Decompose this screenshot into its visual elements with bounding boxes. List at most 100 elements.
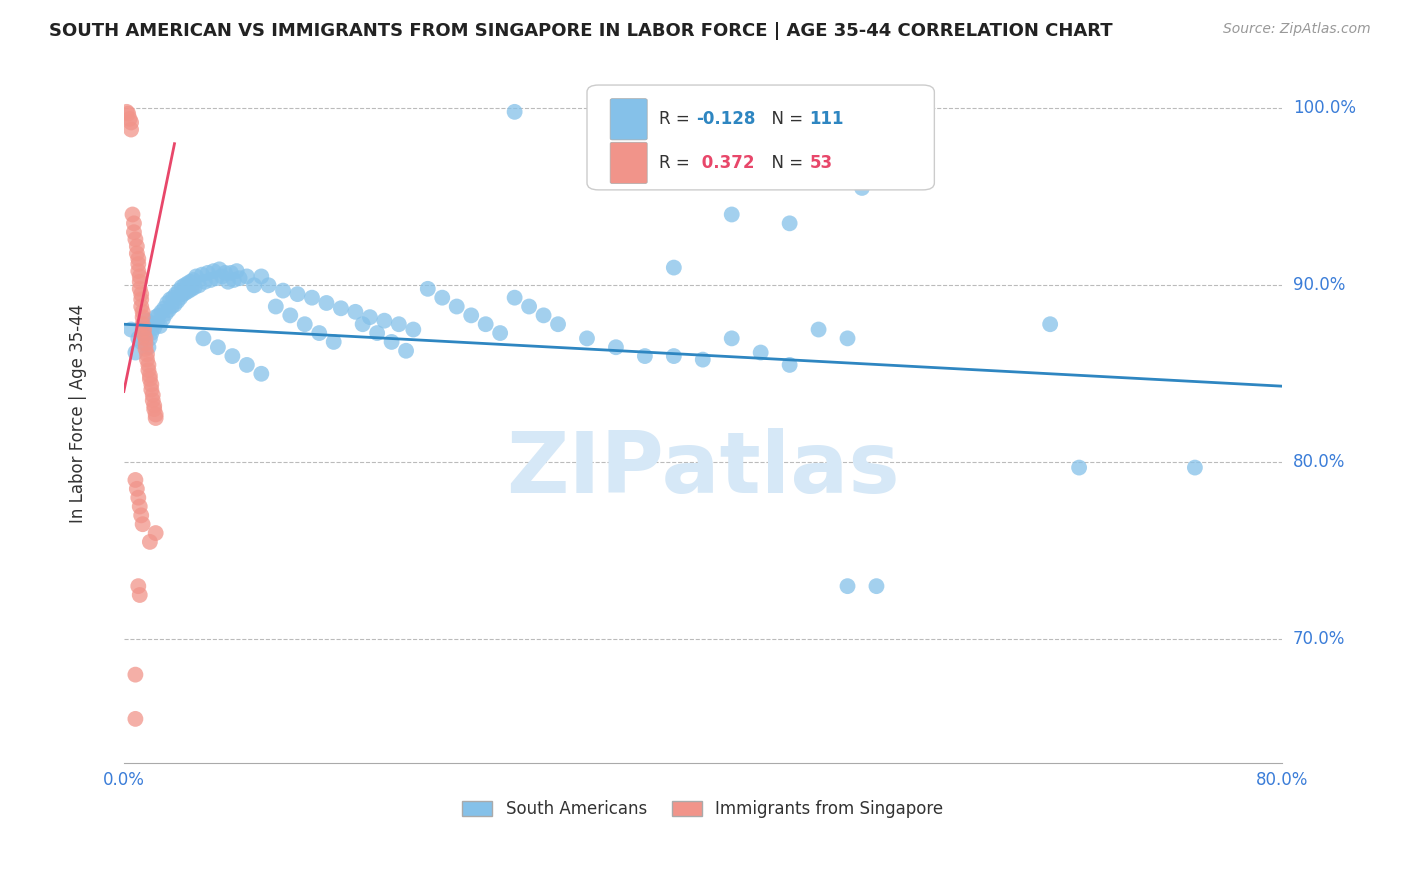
Point — [124, 667, 146, 681]
Point — [366, 326, 388, 340]
Point — [184, 280, 207, 294]
Point — [214, 266, 236, 280]
Point — [160, 300, 183, 314]
Point — [124, 232, 146, 246]
Point — [149, 318, 172, 333]
Point — [135, 331, 157, 345]
Point — [120, 115, 142, 129]
Point — [662, 260, 685, 275]
Point — [432, 291, 454, 305]
Point — [395, 343, 418, 358]
Point — [179, 275, 201, 289]
Text: -0.128: -0.128 — [696, 111, 755, 128]
Point — [142, 317, 165, 331]
Point — [131, 517, 153, 532]
Point — [152, 312, 174, 326]
Point — [1067, 460, 1090, 475]
Point — [145, 310, 167, 325]
Point — [138, 363, 160, 377]
Point — [127, 257, 149, 271]
Point — [186, 269, 208, 284]
Point — [634, 349, 657, 363]
Point — [807, 322, 830, 336]
Point — [243, 278, 266, 293]
FancyBboxPatch shape — [586, 85, 935, 190]
Point — [127, 331, 149, 345]
Text: R =: R = — [659, 154, 695, 172]
Point — [129, 508, 152, 523]
Point — [118, 112, 141, 126]
Point — [460, 309, 482, 323]
Point — [129, 287, 152, 301]
Point — [191, 268, 214, 282]
Point — [194, 275, 217, 289]
Point — [173, 278, 195, 293]
Point — [236, 269, 259, 284]
Text: N =: N = — [761, 111, 808, 128]
Point — [692, 352, 714, 367]
Text: 53: 53 — [810, 154, 832, 172]
Text: Source: ZipAtlas.com: Source: ZipAtlas.com — [1223, 22, 1371, 37]
Point — [139, 368, 162, 383]
Point — [329, 301, 352, 316]
Point — [127, 264, 149, 278]
Point — [221, 349, 243, 363]
Point — [138, 340, 160, 354]
Point — [287, 287, 309, 301]
Point — [131, 310, 153, 325]
Point — [503, 104, 526, 119]
Point — [250, 367, 273, 381]
Point — [177, 284, 200, 298]
Point — [202, 264, 225, 278]
Point — [165, 287, 187, 301]
Point — [837, 331, 859, 345]
Point — [153, 301, 176, 316]
Point — [308, 326, 330, 340]
Point — [170, 280, 193, 294]
Point — [388, 317, 411, 331]
Point — [402, 322, 425, 336]
Point — [128, 269, 150, 284]
Point — [141, 326, 163, 340]
Point — [591, 103, 613, 117]
Point — [128, 275, 150, 289]
Point — [236, 358, 259, 372]
Point — [188, 278, 211, 293]
Point — [575, 331, 598, 345]
Text: SOUTH AMERICAN VS IMMIGRANTS FROM SINGAPORE IN LABOR FORCE | AGE 35-44 CORRELATI: SOUTH AMERICAN VS IMMIGRANTS FROM SINGAP… — [49, 22, 1112, 40]
Point — [720, 331, 742, 345]
Point — [837, 579, 859, 593]
Text: 0.372: 0.372 — [696, 154, 755, 172]
Point — [124, 712, 146, 726]
Point — [605, 340, 627, 354]
Point — [155, 307, 177, 321]
Point — [142, 388, 165, 402]
Point — [129, 293, 152, 307]
Point — [174, 285, 197, 300]
Point — [197, 266, 219, 280]
Point — [217, 275, 239, 289]
Point — [127, 491, 149, 505]
Point — [136, 352, 159, 367]
Point — [124, 473, 146, 487]
Text: ZIPatlas: ZIPatlas — [506, 428, 900, 511]
Point — [225, 264, 247, 278]
Point — [250, 269, 273, 284]
Point — [146, 315, 169, 329]
Point — [207, 340, 229, 354]
Point — [129, 334, 152, 349]
Point — [122, 225, 145, 239]
Text: 111: 111 — [810, 111, 844, 128]
FancyBboxPatch shape — [610, 99, 647, 140]
Text: 100.0%: 100.0% — [1294, 99, 1355, 118]
Point — [122, 216, 145, 230]
Point — [662, 349, 685, 363]
Point — [315, 296, 337, 310]
Point — [257, 278, 280, 293]
Text: 90.0%: 90.0% — [1294, 277, 1346, 294]
Point — [373, 314, 395, 328]
Point — [131, 317, 153, 331]
Point — [157, 303, 180, 318]
Point — [547, 317, 569, 331]
Text: 70.0%: 70.0% — [1294, 631, 1346, 648]
